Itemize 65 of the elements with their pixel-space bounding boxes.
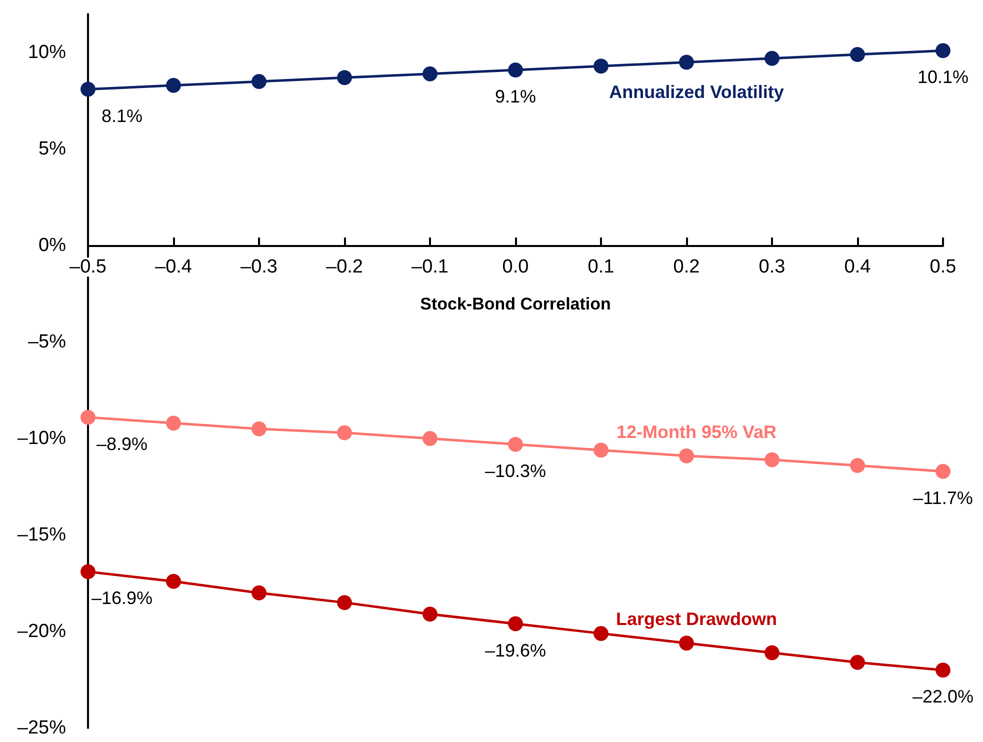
x-tick-label: –0.2 [326, 256, 363, 278]
point [679, 54, 694, 70]
point [594, 58, 608, 74]
data-label: –10.3% [484, 460, 546, 481]
y-tick-label: –15% [17, 524, 66, 546]
y-tick-label: –25% [17, 718, 66, 738]
x-axis-title: Stock-Bond Correlation [420, 294, 611, 314]
point [850, 47, 865, 62]
data-label: –8.9% [96, 434, 148, 454]
y-tick-label: 10% [28, 42, 66, 64]
point [508, 436, 523, 452]
point [80, 564, 96, 580]
x-tick-label: –0.5 [70, 256, 106, 278]
data-label: 10.1% [917, 67, 969, 88]
series-label: Largest Drawdown [616, 609, 778, 630]
point [166, 78, 181, 93]
point [764, 452, 780, 468]
point [166, 574, 181, 589]
point [679, 448, 694, 464]
x-tick-label: 0.4 [844, 256, 872, 278]
point [936, 464, 950, 479]
data-label: –11.7% [913, 488, 973, 508]
x-tick-label: 0.1 [588, 256, 614, 278]
point [252, 421, 266, 436]
point [850, 654, 865, 670]
point [764, 50, 780, 66]
point [594, 626, 608, 641]
data-label: –19.6% [484, 640, 546, 660]
y-tick-label: 5% [38, 138, 66, 160]
point [166, 416, 181, 431]
point [850, 458, 865, 474]
data-label: –22.0% [912, 686, 974, 707]
y-tick-label: –20% [17, 621, 66, 642]
point [422, 431, 438, 446]
point [80, 82, 96, 97]
point [252, 74, 266, 90]
x-tick-label: –0.3 [240, 256, 278, 278]
point [508, 62, 523, 78]
point [337, 595, 352, 610]
point [679, 636, 694, 651]
x-tick-label: –0.1 [412, 256, 448, 278]
point [508, 616, 523, 632]
point [422, 606, 438, 622]
point [422, 66, 438, 82]
point [252, 585, 266, 600]
x-tick-label: 0.3 [758, 256, 786, 278]
point [80, 410, 96, 425]
y-tick-label: –5% [28, 332, 66, 353]
y-tick-label: 0% [38, 235, 66, 256]
x-tick-label: –0.4 [155, 256, 192, 278]
point [764, 645, 780, 660]
point [936, 662, 950, 678]
data-label: 8.1% [101, 106, 143, 126]
x-tick-label: 0.0 [502, 256, 529, 278]
series-label: 12-Month 95% VaR [616, 422, 777, 442]
point [337, 70, 352, 86]
data-label: 9.1% [494, 86, 536, 106]
point [337, 425, 352, 440]
y-tick-label: –10% [17, 428, 66, 450]
x-tick-label: 0.5 [930, 256, 956, 278]
series-label: Annualized Volatility [609, 82, 784, 102]
x-tick-label: 0.2 [673, 256, 700, 278]
point [594, 442, 608, 458]
data-label: –16.9% [91, 588, 153, 608]
point [936, 43, 950, 58]
